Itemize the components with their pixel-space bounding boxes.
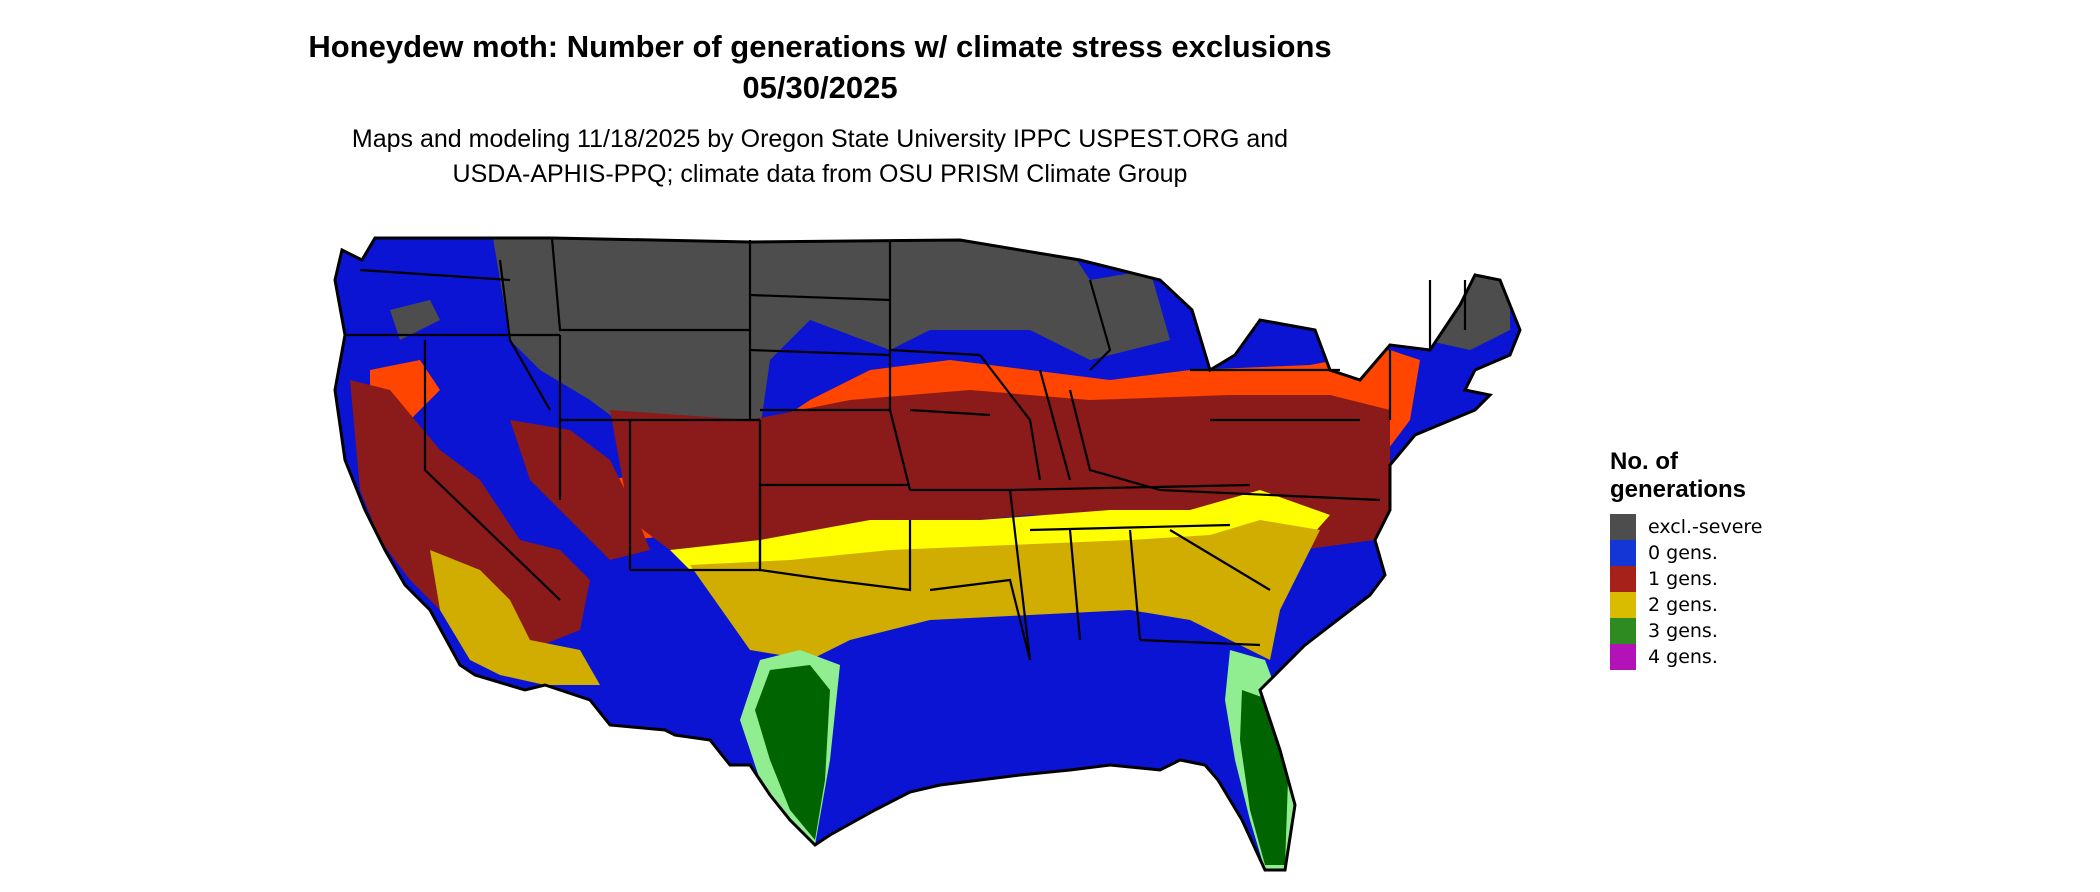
border-ms-west (1008, 489, 1032, 661)
border-oh (1068, 389, 1161, 492)
legend-label: 3 gens. (1648, 620, 1718, 642)
zone-1-gens-southwest (510, 420, 650, 560)
legend-swatch (1610, 514, 1636, 540)
border-il (979, 354, 1042, 481)
legend-item: 0 gens. (1610, 540, 1910, 566)
legend-swatch (1610, 644, 1636, 670)
legend-item: 3 gens. (1610, 618, 1910, 644)
legend-swatch (1610, 566, 1636, 592)
legend-swatch (1610, 618, 1636, 644)
border-al-ms (1068, 529, 1082, 641)
border-mn-ia-mo-west (888, 240, 912, 491)
us-generations-map (333, 236, 1522, 872)
map-subtitle: Maps and modeling 11/18/2025 by Oregon S… (0, 122, 1640, 192)
legend-item: 2 gens. (1610, 592, 1910, 618)
legend-label: 1 gens. (1648, 568, 1718, 590)
border-mn-ia (889, 348, 981, 357)
title-date: 05/30/2025 (742, 70, 898, 105)
subtitle-line-2: USDA-APHIS-PPQ; climate data from OSU PR… (452, 160, 1188, 188)
legend-item: excl.-severe (1610, 514, 1910, 540)
legend-label: 0 gens. (1648, 542, 1718, 564)
zone-excluded-oregon (390, 300, 440, 340)
border-sd-ne (749, 348, 891, 357)
border-fl-north (1139, 638, 1261, 647)
border-in (1038, 369, 1072, 481)
map-title: Honeydew moth: Number of generations w/ … (0, 26, 1640, 108)
border-la (929, 578, 1032, 661)
state-borders (345, 237, 1467, 661)
generation-zones (335, 238, 1520, 870)
border-nd-sd (749, 293, 891, 302)
legend-swatch (1610, 592, 1636, 618)
legend-label: excl.-severe (1648, 516, 1763, 538)
zone-2-gens-south (690, 520, 1320, 660)
zone-1-gens-west (350, 380, 590, 660)
legend-item: 4 gens. (1610, 644, 1910, 670)
border-ok-tx (758, 485, 912, 592)
zone-excluded-northeast (1380, 270, 1510, 350)
legend-swatch (1610, 540, 1636, 566)
zone-2-gens-southwest (430, 550, 600, 685)
zone-3-gens-texas (755, 665, 830, 840)
legend-label: 4 gens. (1648, 646, 1718, 668)
legend-label: 2 gens. (1648, 594, 1718, 616)
border-ca-nv (423, 340, 561, 601)
subtitle-line-1: Maps and modeling 11/18/2025 by Oregon S… (351, 125, 1289, 153)
border-al-ga (1128, 529, 1142, 641)
legend-item: 1 gens. (1610, 566, 1910, 592)
border-tn-north (1009, 483, 1251, 492)
border-ia-mo (909, 408, 991, 417)
border-va-nc (1159, 488, 1381, 502)
border-wa-or (359, 268, 511, 282)
zone-3-gens-florida (1240, 690, 1288, 865)
border-mt-id (550, 237, 620, 332)
border-ga-sc (1169, 529, 1271, 591)
us-outline (333, 236, 1522, 872)
legend-title: No. of generations (1610, 448, 1747, 503)
border-id-west (498, 259, 551, 411)
border-tn-south (1029, 523, 1231, 532)
legend: No. of generations excl.-severe 0 gens. 1 … (1610, 448, 1910, 670)
legend-items: excl.-severe 0 gens. 1 gens. 2 gens. 3 gens.… (1610, 514, 1910, 670)
title-line-1: Honeydew moth: Number of generations w/ … (308, 29, 1332, 64)
border-wi-mi (1088, 279, 1112, 371)
